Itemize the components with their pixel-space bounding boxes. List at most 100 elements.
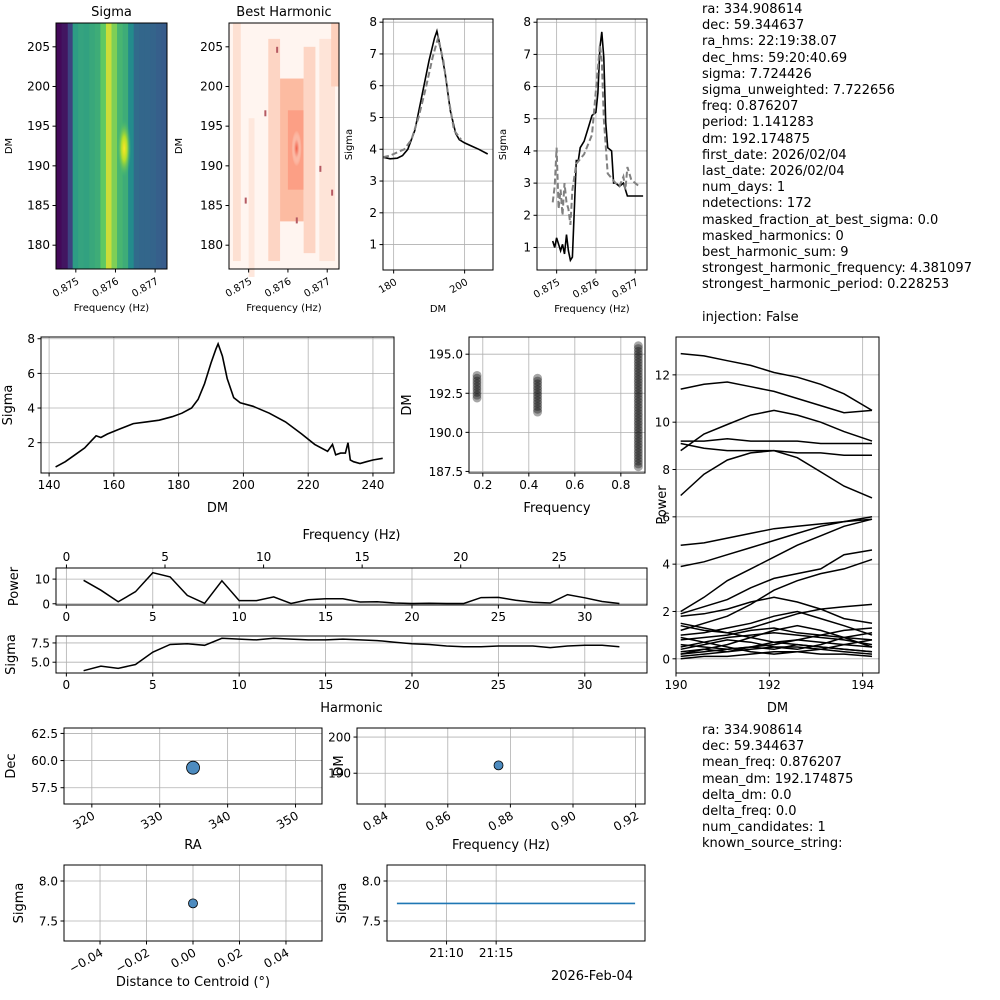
x-tick-label: 192 — [758, 678, 781, 692]
series-line-dashed — [551, 44, 640, 226]
heatmap-cell — [139, 23, 146, 269]
scatter-point — [472, 390, 482, 400]
y-tick-label: 3 — [523, 176, 531, 190]
y-tick-label: 60.0 — [31, 754, 58, 768]
x-axis-label: RA — [184, 838, 202, 853]
scatter-point — [633, 403, 643, 413]
scatter-point — [633, 355, 643, 365]
y-tick-label: 8 — [369, 15, 377, 29]
x-tick-label: 0.876 — [263, 276, 293, 300]
series-line — [83, 637, 620, 672]
scatter-point — [633, 434, 643, 444]
scatter-point — [633, 436, 643, 446]
y-tick-label: 187.5 — [429, 465, 463, 479]
plot-content — [382, 28, 489, 160]
top-x-tick-label: 10 — [256, 550, 271, 564]
axes-frame — [356, 727, 646, 805]
scatter-point — [633, 372, 643, 382]
candidate-info-line: masked_harmonics: 0 — [702, 228, 844, 244]
series-line — [680, 409, 873, 452]
y-tick-label: 2 — [27, 436, 35, 450]
scatter-point — [633, 456, 643, 466]
scatter-point — [633, 408, 643, 418]
heatmap-cell — [144, 23, 151, 269]
scatter-point — [633, 459, 643, 469]
x-tick-label: 0.875 — [224, 276, 254, 300]
scatter-point — [633, 346, 643, 356]
scatter-point — [633, 462, 643, 472]
plot-content — [493, 760, 504, 771]
series-line — [680, 650, 873, 660]
y-tick-label: 195 — [27, 119, 50, 133]
y-tick-label: 62.5 — [31, 727, 58, 741]
axes-frame — [228, 22, 340, 270]
x-tick-label: 0.876 — [571, 277, 601, 301]
scatter-point — [633, 400, 643, 410]
x-tick-label: 25 — [491, 610, 506, 624]
candidate-info-line: ra_hms: 22:19:38.07 — [702, 34, 838, 50]
scatter-point — [633, 417, 643, 427]
x-tick-label: 0.6 — [565, 478, 584, 492]
x-axis-label: Harmonic — [320, 701, 382, 716]
scatter-point — [633, 405, 643, 415]
scatter-point — [633, 453, 643, 463]
x-tick-label: 20 — [404, 610, 419, 624]
candidate-info-line: sigma_unweighted: 7.722656 — [702, 83, 895, 99]
y-tick-label: 200 — [27, 79, 50, 93]
x-tick-label: −0.02 — [113, 945, 152, 976]
scatter-point — [472, 376, 482, 386]
x-tick-label: 0.876 — [91, 276, 121, 300]
y-tick-label: 0 — [42, 597, 50, 611]
heatmap-cell — [331, 189, 334, 196]
scatter-point — [533, 396, 543, 406]
candidate-info-line: last_date: 2026/02/04 — [702, 164, 845, 180]
candidate-info-line: ndetections: 172 — [702, 196, 812, 212]
x-tick-label: 200 — [448, 277, 470, 296]
candidate-info-line — [702, 294, 972, 310]
cluster-info-line: dec: 59.344637 — [702, 739, 805, 755]
x-tick-label: 0 — [63, 678, 71, 692]
x-tick-label: 190 — [665, 678, 688, 692]
scatter-point — [633, 386, 643, 396]
x-tick-label: 320 — [70, 808, 97, 832]
y-tick-label: 192.5 — [429, 387, 463, 401]
heatmap-cell — [276, 46, 279, 53]
y-axis-label: Sigma — [344, 129, 355, 160]
scatter-point — [633, 397, 643, 407]
plot-sigma-vs-distance: −0.04 −0.02 0.00 0.02 0.04 7.5 8.0 Distance to … — [12, 864, 323, 990]
scatter-point — [533, 404, 543, 414]
x-tick-label: 200 — [232, 478, 255, 492]
candidate-info-line: injection: False — [702, 309, 799, 325]
x-tick-label: 194 — [851, 678, 874, 692]
plot-power-vs-dm: 190 192 194 0 2 4 6 8 10 12 DM Power — [655, 336, 880, 716]
series-line — [680, 442, 872, 457]
y-tick-label: 200 — [200, 79, 223, 93]
axes-frame — [55, 22, 168, 270]
series-line — [680, 627, 873, 641]
top-x-tick-label: 5 — [161, 550, 169, 564]
heatmap-cell — [94, 23, 101, 269]
y-tick-label: 195.0 — [429, 348, 463, 362]
y-tick-label: 5.0 — [31, 656, 50, 670]
y-axis-label: Sigma — [498, 129, 509, 160]
scatter-point — [472, 385, 482, 395]
x-tick-label: 350 — [274, 808, 301, 832]
x-axis-label: DM — [207, 501, 228, 516]
scatter-point — [633, 380, 643, 390]
y-axis-label: Power — [7, 566, 22, 606]
plot-content — [188, 898, 198, 909]
candidate-info-panel: ra: 334.908614 dec: 59.344637 ra_hms: 22:1… — [702, 2, 972, 326]
heatmap-cell — [150, 23, 157, 269]
x-axis-label: DM — [430, 304, 446, 315]
series-line — [680, 518, 873, 546]
y-tick-label: 10 — [655, 416, 670, 430]
scatter-point — [633, 431, 643, 441]
x-tick-label: 0.877 — [130, 276, 160, 300]
y-tick-label: 4 — [662, 558, 670, 572]
heatmap-cell — [264, 110, 267, 117]
scatter-point — [533, 373, 543, 383]
x-tick-label: 180 — [167, 478, 190, 492]
x-tick-label: −0.04 — [67, 945, 106, 976]
x-axis-label: Frequency (Hz) — [246, 303, 322, 314]
x-tick-label: 30 — [577, 610, 592, 624]
